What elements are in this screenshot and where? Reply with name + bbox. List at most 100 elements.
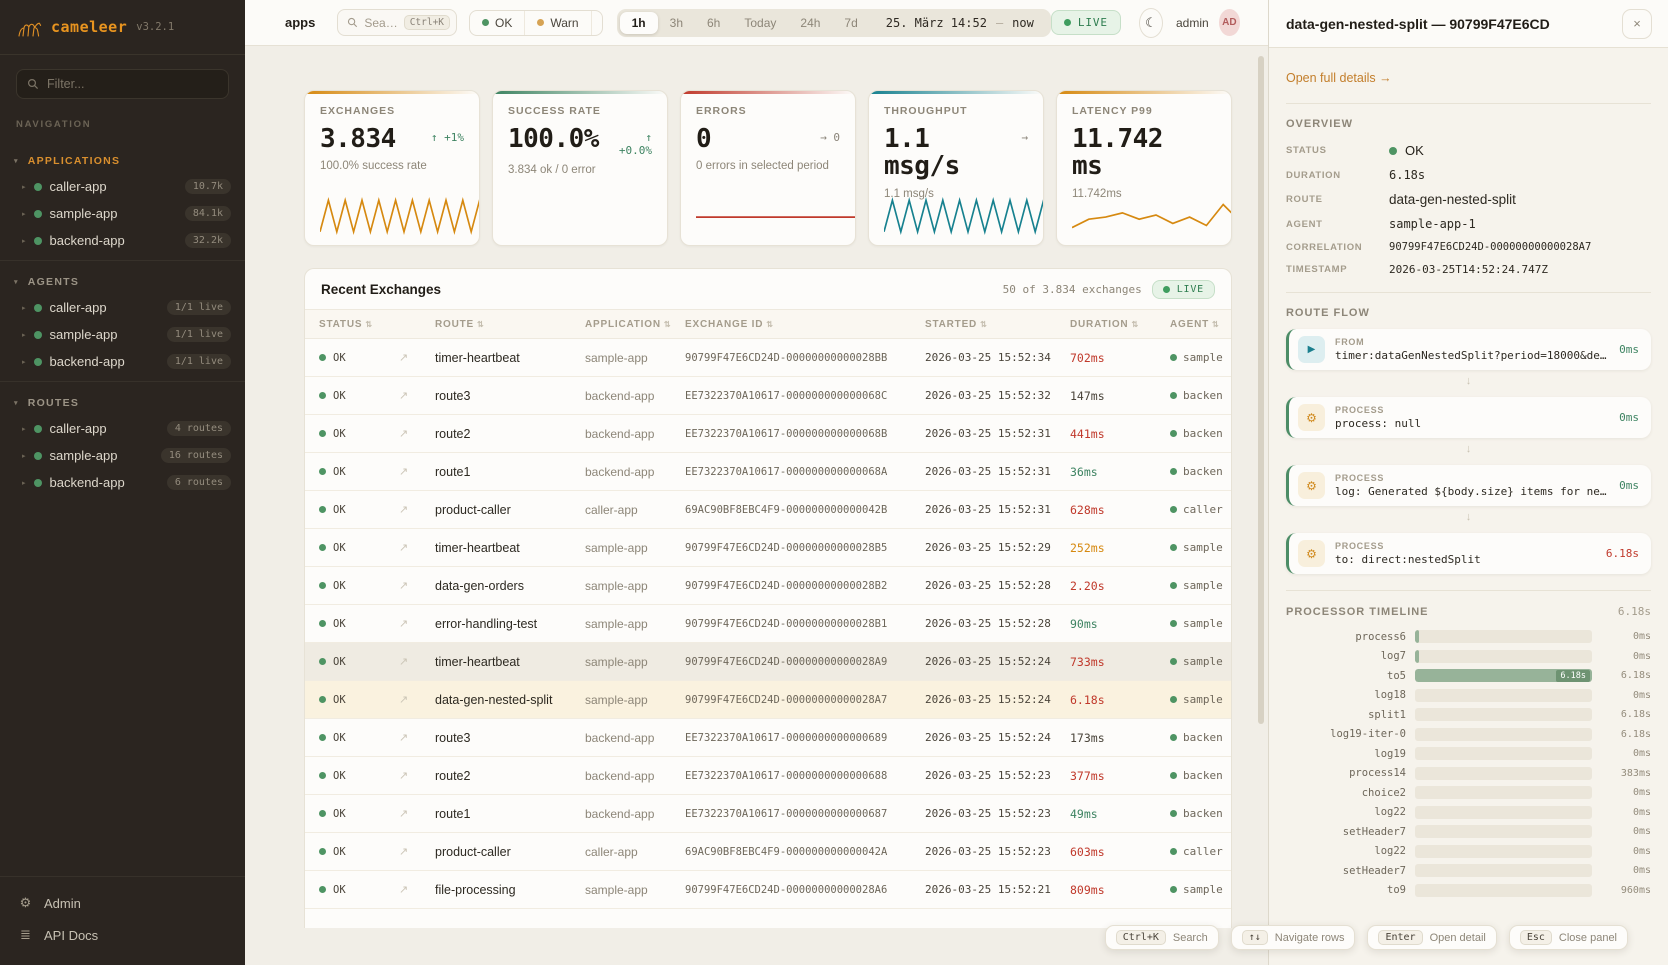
column-header-status[interactable]: STATUS ⇅ <box>319 318 373 330</box>
sidebar-section-header[interactable]: ▾ AGENTS <box>0 269 245 294</box>
sidebar-section-header[interactable]: ▾ APPLICATIONS <box>0 148 245 173</box>
sidebar-item[interactable]: ▸ backend-app 1/1 live <box>0 348 245 375</box>
row-application: sample-app <box>585 578 648 593</box>
step-kind-label: PROCESS <box>1335 405 1385 415</box>
status-filter-segment[interactable]: OK <box>470 11 524 35</box>
global-search-input[interactable]: Sea… Ctrl+K <box>337 9 458 36</box>
timeline-row: choice2 0ms <box>1286 783 1651 803</box>
route-flow-step[interactable]: ⚙ PROCESS log: Generated ${body.size} it… <box>1286 465 1651 506</box>
time-range-option[interactable]: Today <box>732 12 788 34</box>
route-flow-step[interactable]: ⚙ PROCESS to: direct:nestedSplit 6.18s <box>1286 533 1651 574</box>
agent-dot-icon <box>1170 392 1177 399</box>
time-range-option[interactable]: 3h <box>658 12 695 34</box>
open-exchange-icon[interactable]: ↗ <box>399 352 409 364</box>
row-agent-text: backen <box>1183 465 1223 478</box>
scrollbar-thumb[interactable] <box>1258 56 1264 724</box>
sidebar-filter-input[interactable]: Filter... <box>16 69 229 99</box>
column-header-application[interactable]: APPLICATION ⇅ <box>585 318 672 330</box>
table-row[interactable]: OK ↗ timer-heartbeat sample-app 90799F47… <box>305 339 1231 377</box>
route-flow-step[interactable]: ⚙ PROCESS process: null 0ms <box>1286 397 1651 438</box>
open-exchange-icon[interactable]: ↗ <box>399 846 409 858</box>
open-exchange-icon[interactable]: ↗ <box>399 580 409 592</box>
table-row[interactable]: OK ↗ route2 backend-app EE7322370A10617-… <box>305 757 1231 795</box>
detail-panel-body: Open full details → OVERVIEW STATUS OK D… <box>1269 48 1668 965</box>
table-row[interactable]: OK ↗ error-handling-test sample-app 9079… <box>305 605 1231 643</box>
open-exchange-icon[interactable]: ↗ <box>399 542 409 554</box>
time-range-option[interactable]: 24h <box>788 12 832 34</box>
open-exchange-icon[interactable]: ↗ <box>399 504 409 516</box>
search-shortcut-badge: Ctrl+K <box>403 15 451 30</box>
column-header-duration[interactable]: DURATION ⇅ <box>1070 318 1139 330</box>
arrow-down-icon: ↓ <box>1465 443 1472 455</box>
sidebar-item[interactable]: ▸ sample-app 84.1k <box>0 200 245 227</box>
column-header-agent[interactable]: AGENT ⇅ <box>1170 318 1220 330</box>
live-toggle[interactable]: LIVE <box>1050 10 1121 35</box>
time-range-option[interactable]: 1h <box>619 11 658 34</box>
table-row[interactable]: OK ↗ data-gen-orders sample-app 90799F47… <box>305 567 1231 605</box>
table-row[interactable]: OK ↗ product-caller caller-app 69AC90BF8… <box>305 491 1231 529</box>
table-row[interactable]: OK ↗ data-gen-nested-split sample-app 90… <box>305 681 1231 719</box>
sidebar-item[interactable]: ▸ caller-app 10.7k <box>0 173 245 200</box>
sidebar-footer-item[interactable]: ⚙ Admin <box>0 887 245 919</box>
kpi-sparkline <box>320 197 479 236</box>
open-exchange-icon[interactable]: ↗ <box>399 390 409 402</box>
status-filter-segment[interactable]: E <box>590 10 602 35</box>
hint-label: Search <box>1172 931 1208 944</box>
open-exchange-icon[interactable]: ↗ <box>399 618 409 630</box>
table-row[interactable]: OK ↗ file-processing sample-app 90799F47… <box>305 871 1231 909</box>
sidebar-item[interactable]: ▸ backend-app 6 routes <box>0 469 245 496</box>
open-full-details-link[interactable]: Open full details → <box>1286 71 1392 85</box>
timeline-bar-track <box>1415 747 1592 761</box>
keyboard-hint: ↑↓ Navigate rows <box>1230 925 1356 950</box>
sidebar-item-label: backend-app <box>49 354 125 369</box>
table-row[interactable]: OK ↗ timer-heartbeat sample-app 90799F47… <box>305 643 1231 681</box>
time-range-option[interactable]: 7d <box>832 12 869 34</box>
open-exchange-icon[interactable]: ↗ <box>399 466 409 478</box>
table-row[interactable]: OK ↗ route3 backend-app EE7322370A10617-… <box>305 377 1231 415</box>
row-application: backend-app <box>585 464 655 479</box>
table-row[interactable]: OK ↗ product-caller caller-app 69AC90BF8… <box>305 833 1231 871</box>
column-header-route[interactable]: ROUTE ⇅ <box>435 318 485 330</box>
avatar[interactable]: AD <box>1218 9 1240 36</box>
status-filter-segment[interactable]: Warn <box>524 10 590 35</box>
table-column-header: STATUS ⇅ ROUTE ⇅ APPLICATION ⇅ EXCHANGE ID ⇅ STA… <box>305 309 1231 339</box>
column-header-exchange-id[interactable]: EXCHANGE ID ⇅ <box>685 318 774 330</box>
sidebar-item[interactable]: ▸ caller-app 4 routes <box>0 415 245 442</box>
table-row[interactable]: OK ↗ route3 backend-app EE7322370A10617-… <box>305 719 1231 757</box>
theme-toggle-button[interactable]: ☾ <box>1138 7 1163 38</box>
sidebar-item-badge: 6 routes <box>166 475 231 490</box>
column-header-started[interactable]: STARTED ⇅ <box>925 318 988 330</box>
table-row[interactable]: OK ↗ route1 backend-app EE7322370A10617-… <box>305 795 1231 833</box>
open-exchange-icon[interactable]: ↗ <box>399 694 409 706</box>
open-exchange-icon[interactable]: ↗ <box>399 770 409 782</box>
open-exchange-icon[interactable]: ↗ <box>399 428 409 440</box>
open-exchange-icon[interactable]: ↗ <box>399 656 409 668</box>
sidebar-item[interactable]: ▸ caller-app 1/1 live <box>0 294 245 321</box>
overview-key: AGENT <box>1286 218 1323 230</box>
row-status-text: OK <box>333 351 346 364</box>
open-exchange-icon[interactable]: ↗ <box>399 884 409 896</box>
table-row[interactable]: OK ↗ timer-heartbeat sample-app 90799F47… <box>305 529 1231 567</box>
open-exchange-icon[interactable]: ↗ <box>399 732 409 744</box>
row-application: backend-app <box>585 768 655 783</box>
row-status-cell: OK <box>319 466 399 478</box>
route-flow-step[interactable]: ▶ FROM timer:dataGenNestedSplit?period=1… <box>1286 329 1651 370</box>
hint-label: Close panel <box>1558 931 1617 944</box>
sidebar-footer-item[interactable]: ≣ API Docs <box>0 919 245 951</box>
table-row[interactable]: OK ↗ route2 backend-app EE7322370A10617-… <box>305 415 1231 453</box>
row-agent-text: backen <box>1183 769 1223 782</box>
close-panel-button[interactable]: × <box>1622 8 1652 39</box>
sidebar-item[interactable]: ▸ backend-app 32.2k <box>0 227 245 254</box>
sidebar-item[interactable]: ▸ sample-app 16 routes <box>0 442 245 469</box>
status-dot-icon <box>33 478 42 487</box>
sidebar-section-header[interactable]: ▾ ROUTES <box>0 390 245 415</box>
table-row[interactable]: OK ↗ route1 backend-app EE7322370A10617-… <box>305 453 1231 491</box>
date-range-display[interactable]: 25. März 14:52 — now <box>870 12 1048 34</box>
hint-key-badge: Ctrl+K <box>1115 930 1166 945</box>
sidebar-item[interactable]: ▸ sample-app 1/1 live <box>0 321 245 348</box>
open-exchange-icon[interactable]: ↗ <box>399 808 409 820</box>
kpi-value-row: 1.1 msg/s → <box>884 125 1028 181</box>
divider <box>1286 103 1651 104</box>
time-range-option[interactable]: 6h <box>695 12 732 34</box>
row-started: 2026-03-25 15:52:21 <box>925 883 1051 896</box>
